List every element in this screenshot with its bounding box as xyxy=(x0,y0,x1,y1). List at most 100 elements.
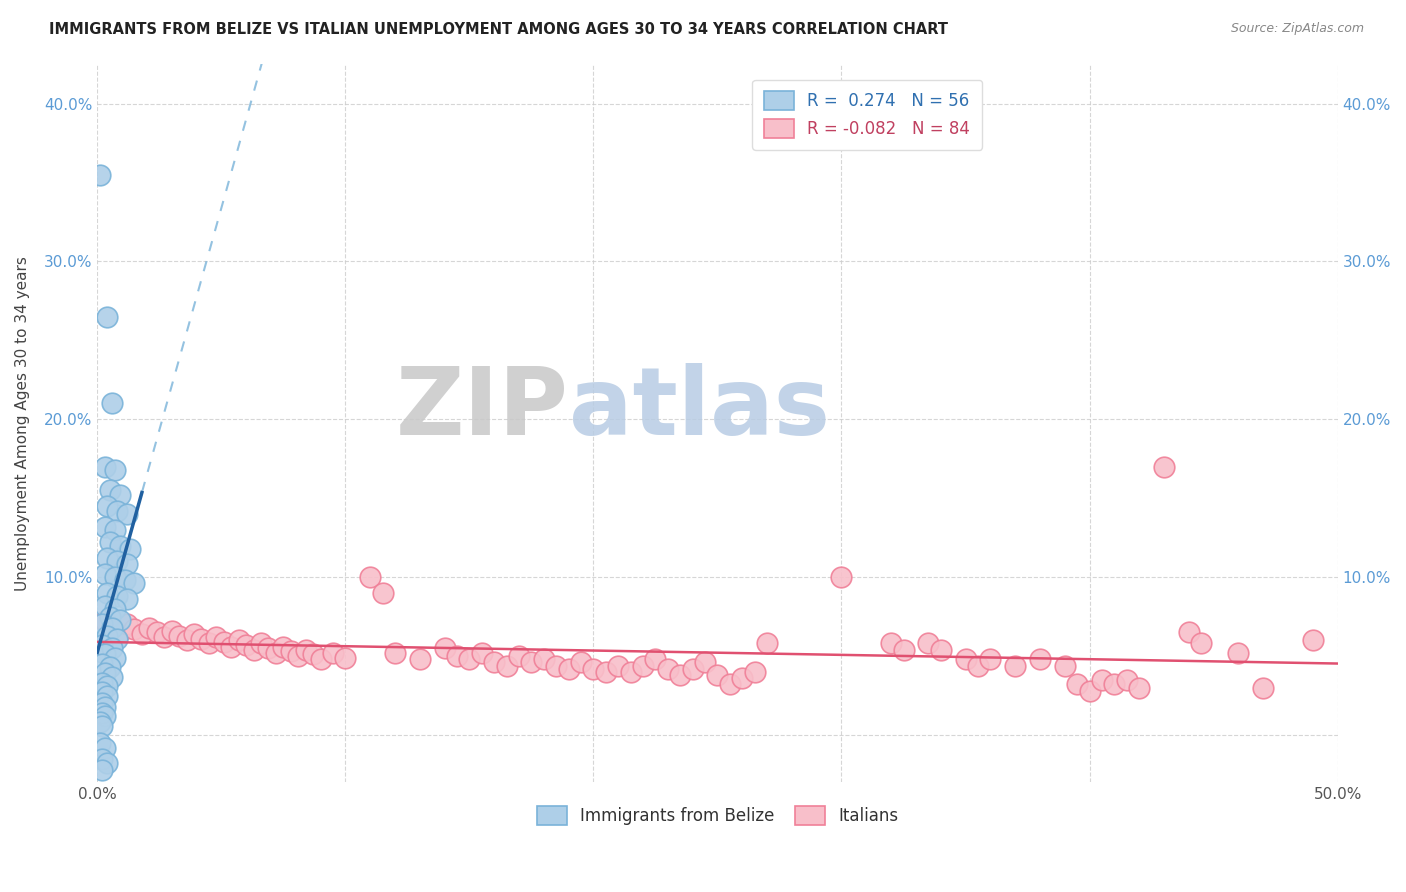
Point xyxy=(322,646,344,660)
Point xyxy=(96,679,118,693)
Point xyxy=(546,658,568,673)
Point xyxy=(105,589,128,603)
Point xyxy=(967,658,990,673)
Point xyxy=(212,635,235,649)
Point xyxy=(1115,673,1137,687)
Point xyxy=(371,586,394,600)
Point xyxy=(93,740,115,755)
Point xyxy=(335,650,357,665)
Point xyxy=(91,617,114,632)
Point xyxy=(108,488,131,502)
Point xyxy=(359,570,381,584)
Point xyxy=(167,628,190,642)
Point xyxy=(1078,683,1101,698)
Point xyxy=(96,586,118,600)
Point xyxy=(93,519,115,533)
Point xyxy=(458,652,481,666)
Point xyxy=(644,652,666,666)
Point xyxy=(433,641,456,656)
Point xyxy=(1128,681,1150,695)
Point xyxy=(917,636,939,650)
Point xyxy=(198,636,221,650)
Point xyxy=(101,621,124,635)
Point xyxy=(893,642,915,657)
Point xyxy=(104,463,127,477)
Point xyxy=(93,666,115,681)
Point xyxy=(264,646,287,660)
Point xyxy=(101,641,124,656)
Point xyxy=(669,668,692,682)
Point xyxy=(138,621,160,635)
Point xyxy=(409,652,432,666)
Point xyxy=(744,665,766,679)
Point xyxy=(190,632,212,646)
Point xyxy=(520,656,543,670)
Point xyxy=(257,641,280,656)
Point xyxy=(1189,636,1212,650)
Point xyxy=(96,499,118,513)
Point xyxy=(718,677,741,691)
Point xyxy=(105,504,128,518)
Point xyxy=(115,592,138,607)
Point xyxy=(105,554,128,568)
Point xyxy=(93,615,115,629)
Point xyxy=(91,706,114,720)
Point xyxy=(118,541,141,556)
Point xyxy=(508,648,530,663)
Text: atlas: atlas xyxy=(568,363,830,455)
Point xyxy=(1029,652,1052,666)
Point xyxy=(93,709,115,723)
Point xyxy=(1004,658,1026,673)
Point xyxy=(235,638,257,652)
Point xyxy=(205,630,228,644)
Point xyxy=(93,566,115,581)
Point xyxy=(93,459,115,474)
Point xyxy=(1302,633,1324,648)
Point xyxy=(114,574,136,588)
Point xyxy=(1066,677,1088,691)
Text: Source: ZipAtlas.com: Source: ZipAtlas.com xyxy=(1230,22,1364,36)
Point xyxy=(607,658,630,673)
Point xyxy=(242,642,264,657)
Point xyxy=(91,685,114,699)
Point xyxy=(657,662,679,676)
Point xyxy=(96,310,118,324)
Point xyxy=(101,396,124,410)
Point xyxy=(250,636,273,650)
Point xyxy=(131,627,153,641)
Point xyxy=(91,752,114,766)
Point xyxy=(693,656,716,670)
Point xyxy=(108,539,131,553)
Point xyxy=(104,650,127,665)
Point xyxy=(929,642,952,657)
Legend: Immigrants from Belize, Italians: Immigrants from Belize, Italians xyxy=(527,796,908,835)
Point xyxy=(309,652,332,666)
Point xyxy=(91,676,114,690)
Point xyxy=(880,636,903,650)
Point xyxy=(153,630,176,644)
Point xyxy=(384,646,406,660)
Point xyxy=(731,671,754,685)
Point xyxy=(682,662,704,676)
Point xyxy=(115,617,138,632)
Point xyxy=(104,570,127,584)
Point xyxy=(1153,459,1175,474)
Point xyxy=(115,507,138,521)
Y-axis label: Unemployment Among Ages 30 to 34 years: Unemployment Among Ages 30 to 34 years xyxy=(15,256,30,591)
Point xyxy=(631,658,654,673)
Point xyxy=(115,558,138,572)
Point xyxy=(183,627,205,641)
Point xyxy=(160,624,183,638)
Point xyxy=(533,652,555,666)
Point xyxy=(1251,681,1274,695)
Point xyxy=(271,640,294,654)
Point xyxy=(146,625,169,640)
Point xyxy=(104,601,127,615)
Point xyxy=(96,628,118,642)
Point xyxy=(620,665,643,679)
Point xyxy=(1104,677,1126,691)
Point xyxy=(91,657,114,671)
Point xyxy=(280,644,302,658)
Point xyxy=(294,642,316,657)
Point xyxy=(96,689,118,703)
